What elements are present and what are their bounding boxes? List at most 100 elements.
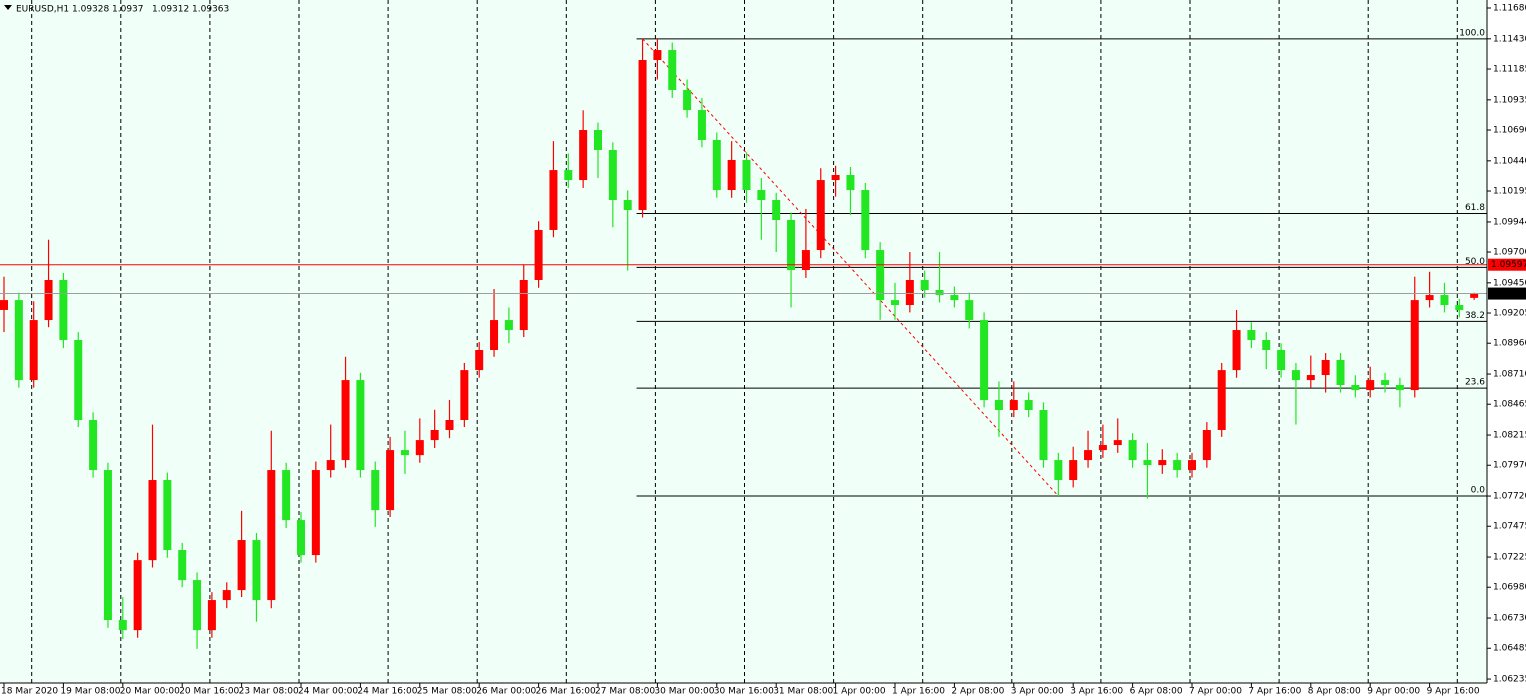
candle-body — [1158, 460, 1167, 466]
ohlc-low: 1.09312 — [152, 5, 189, 15]
candle-body — [415, 440, 424, 456]
candle-body — [697, 110, 706, 141]
candle-body — [1039, 410, 1048, 461]
candle-body — [237, 540, 246, 591]
candle-body — [1410, 300, 1419, 391]
y-tick-label: 1.09450 — [1493, 278, 1526, 288]
candle-body — [1009, 400, 1018, 411]
candle-body — [14, 300, 23, 381]
fib-level-label: 50.0 — [1465, 257, 1485, 267]
candle-body — [1084, 450, 1093, 461]
menu-triangle[interactable] — [4, 5, 12, 10]
candle-body — [1069, 460, 1078, 481]
candle-body — [356, 380, 365, 471]
candle-body — [1395, 385, 1404, 391]
candle-body — [638, 60, 647, 211]
candle-body — [594, 130, 602, 150]
y-tick-label: 1.11430 — [1493, 34, 1526, 44]
x-tick-label: 7 Apr 16:00 — [1248, 687, 1301, 696]
fib-level-label: 38.2 — [1465, 311, 1485, 321]
candle-body — [1306, 375, 1315, 381]
y-tick-label: 1.08215 — [1493, 431, 1526, 441]
candle-body — [876, 250, 885, 301]
candle-body — [742, 159, 751, 191]
candle-body — [653, 50, 662, 61]
candle-body — [1188, 460, 1196, 471]
x-tick-label: 7 Apr 00:00 — [1189, 687, 1242, 696]
y-tick-label: 1.06980 — [1493, 583, 1526, 593]
candle-body — [1113, 440, 1122, 446]
candle-body — [1366, 380, 1375, 391]
x-tick-label: 2 Apr 08:00 — [951, 687, 1004, 696]
x-tick-label: 20 Mar 00:00 — [120, 687, 180, 696]
candle-body — [712, 140, 721, 191]
candle-body — [1381, 380, 1390, 386]
x-tick-label: 18 Mar 2020 — [1, 687, 58, 696]
candle-body — [668, 50, 677, 90]
candle-body — [772, 200, 781, 220]
candle-body — [400, 450, 409, 456]
fib-trend-line — [642, 38, 1059, 497]
candle-body — [816, 180, 825, 251]
candle-body — [103, 470, 112, 621]
candle-body — [861, 190, 870, 251]
candle-body — [475, 350, 484, 371]
x-tick-label: 3 Apr 00:00 — [1011, 687, 1064, 696]
candle-body — [1054, 460, 1063, 481]
bid-label-box — [1488, 287, 1526, 300]
y-tick-label: 1.09205 — [1493, 309, 1526, 319]
x-tick-label: 26 Mar 00:00 — [476, 687, 536, 696]
y-tick-label: 1.07970 — [1493, 461, 1526, 471]
candle-body — [1262, 340, 1271, 351]
candle-body — [1024, 400, 1033, 411]
x-tick-label: 9 Apr 16:00 — [1427, 687, 1480, 696]
candle-body — [994, 400, 1003, 411]
candle-body — [267, 470, 276, 601]
candle-body — [1232, 330, 1241, 371]
candle-body — [118, 620, 127, 631]
ohlc-open: 1.09328 — [72, 5, 109, 15]
candle-body — [920, 280, 929, 290]
candle-body — [1128, 440, 1137, 461]
candle-body — [905, 280, 914, 306]
y-tick-label: 1.07475 — [1493, 522, 1526, 532]
candle-body — [608, 149, 617, 201]
candle-body — [935, 289, 944, 296]
candle-body — [757, 190, 766, 201]
candle-body — [1247, 330, 1256, 341]
candle-body — [504, 320, 513, 331]
candle-body — [1277, 350, 1286, 371]
candle-body — [133, 560, 142, 631]
fib-level-label: 23.6 — [1465, 378, 1485, 388]
candle-body — [1455, 305, 1464, 311]
x-tick-label: 24 Mar 16:00 — [357, 687, 417, 696]
y-tick-label: 1.06485 — [1493, 644, 1526, 654]
y-tick-label: 1.08710 — [1493, 370, 1526, 380]
candle-body — [1336, 359, 1345, 386]
candle-body — [282, 470, 291, 521]
candle-body — [341, 380, 350, 461]
x-tick-label: 19 Mar 08:00 — [60, 687, 120, 696]
price-label: 1.09597 — [1491, 260, 1526, 270]
y-tick-label: 1.11185 — [1493, 65, 1526, 75]
x-tick-label: 6 Apr 08:00 — [1130, 687, 1183, 696]
x-tick-label: 25 Mar 08:00 — [417, 687, 477, 696]
candle-body — [980, 320, 989, 401]
candle-body — [1351, 385, 1360, 391]
fib-level-label: 61.8 — [1465, 203, 1485, 213]
candle-body — [1098, 445, 1107, 451]
candle-body — [311, 470, 320, 556]
y-tick-label: 1.10195 — [1493, 187, 1526, 197]
candle-body — [950, 295, 959, 301]
ohlc-close: 1.09363 — [192, 5, 229, 15]
y-tick-label: 1.10440 — [1493, 156, 1526, 166]
candle-body — [0, 300, 8, 310]
bid-label: 1.09363 — [1491, 289, 1526, 299]
x-tick-label: 30 Mar 00:00 — [654, 687, 714, 696]
symbol-title: EURUSD,H1 — [16, 5, 69, 15]
candle-body — [445, 420, 454, 430]
x-tick-label: 3 Apr 16:00 — [1070, 687, 1123, 696]
candle-body — [163, 480, 172, 551]
y-tick-label: 1.09700 — [1493, 248, 1526, 258]
